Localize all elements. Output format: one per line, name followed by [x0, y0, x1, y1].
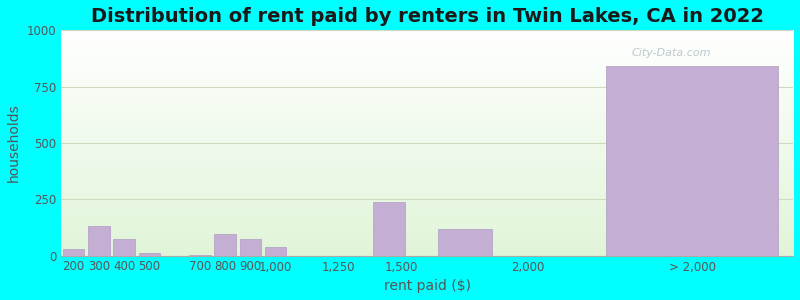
- Bar: [239, 239, 261, 256]
- Y-axis label: households: households: [7, 103, 21, 182]
- Text: City-Data.com: City-Data.com: [632, 48, 711, 58]
- Bar: [138, 254, 160, 256]
- Bar: [373, 202, 406, 256]
- Bar: [265, 247, 286, 256]
- Bar: [606, 66, 778, 256]
- Bar: [88, 226, 110, 256]
- Bar: [438, 229, 492, 256]
- Title: Distribution of rent paid by renters in Twin Lakes, CA in 2022: Distribution of rent paid by renters in …: [90, 7, 763, 26]
- Bar: [114, 239, 135, 256]
- Bar: [63, 249, 84, 256]
- X-axis label: rent paid ($): rent paid ($): [383, 279, 470, 293]
- Bar: [189, 254, 210, 256]
- Bar: [214, 234, 236, 256]
